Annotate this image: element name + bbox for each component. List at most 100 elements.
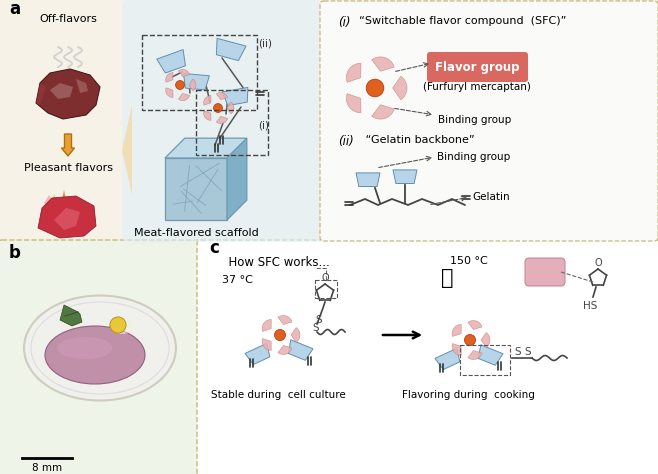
Text: 150 °C: 150 °C (450, 256, 488, 266)
Text: S: S (524, 347, 531, 357)
Wedge shape (262, 338, 271, 350)
Circle shape (110, 317, 126, 333)
Polygon shape (40, 205, 48, 217)
Circle shape (367, 79, 384, 97)
Wedge shape (291, 328, 300, 342)
Text: O: O (594, 258, 602, 268)
Text: Gelatin: Gelatin (472, 192, 510, 202)
Wedge shape (372, 57, 394, 71)
Text: Stable during  cell culture: Stable during cell culture (211, 390, 345, 400)
Text: (i): (i) (258, 120, 269, 130)
Polygon shape (435, 348, 460, 370)
FancyArrow shape (61, 134, 74, 156)
Polygon shape (60, 305, 82, 326)
Text: (ii): (ii) (258, 38, 272, 48)
Wedge shape (166, 73, 173, 82)
Polygon shape (478, 345, 503, 365)
Wedge shape (204, 111, 211, 120)
FancyBboxPatch shape (122, 0, 324, 242)
Polygon shape (71, 196, 81, 216)
Polygon shape (36, 69, 100, 119)
Text: O: O (321, 273, 329, 283)
Text: 8 mm: 8 mm (32, 463, 62, 473)
Text: Pleasant flavors: Pleasant flavors (24, 163, 113, 173)
Text: Flavoring during  cooking: Flavoring during cooking (401, 390, 534, 400)
Text: a: a (9, 0, 20, 18)
Text: 🔥: 🔥 (441, 268, 453, 288)
Text: (ii): (ii) (338, 135, 354, 148)
Wedge shape (166, 88, 173, 97)
Text: c: c (209, 239, 219, 257)
Text: S: S (313, 323, 319, 333)
Polygon shape (227, 138, 247, 220)
Polygon shape (165, 138, 247, 158)
Polygon shape (36, 83, 46, 105)
Polygon shape (49, 194, 59, 216)
Ellipse shape (57, 337, 113, 359)
Polygon shape (76, 79, 88, 93)
FancyBboxPatch shape (0, 0, 658, 243)
Wedge shape (178, 93, 190, 100)
Text: Binding group: Binding group (438, 115, 511, 125)
Ellipse shape (111, 320, 133, 334)
Text: b: b (9, 244, 21, 262)
Wedge shape (393, 76, 407, 100)
Wedge shape (204, 96, 211, 105)
FancyBboxPatch shape (427, 52, 528, 82)
Wedge shape (346, 63, 361, 82)
Polygon shape (184, 73, 209, 90)
Polygon shape (245, 343, 270, 365)
Wedge shape (346, 94, 361, 113)
Circle shape (214, 104, 222, 112)
Text: (i): (i) (338, 16, 351, 29)
Ellipse shape (24, 295, 176, 401)
Ellipse shape (45, 326, 145, 384)
Text: (Furfuryl mercaptan): (Furfuryl mercaptan) (423, 82, 531, 92)
Polygon shape (44, 195, 52, 207)
Wedge shape (216, 117, 228, 124)
Wedge shape (278, 316, 292, 325)
Wedge shape (216, 92, 228, 100)
Polygon shape (54, 208, 80, 230)
Text: “Gelatin backbone”: “Gelatin backbone” (355, 135, 474, 145)
Circle shape (465, 335, 476, 346)
Circle shape (110, 317, 126, 333)
Wedge shape (278, 346, 292, 355)
Polygon shape (50, 83, 73, 99)
Wedge shape (468, 320, 482, 329)
Wedge shape (481, 333, 490, 347)
Polygon shape (222, 87, 248, 106)
Wedge shape (227, 102, 234, 114)
Text: HS: HS (583, 301, 597, 311)
Text: Off-flavors: Off-flavors (39, 14, 97, 24)
Wedge shape (452, 344, 461, 356)
Text: S: S (515, 347, 521, 357)
Text: S: S (316, 315, 322, 325)
FancyBboxPatch shape (197, 240, 658, 474)
Text: Binding group: Binding group (437, 152, 510, 162)
Wedge shape (262, 319, 271, 331)
Wedge shape (452, 325, 461, 337)
FancyBboxPatch shape (0, 240, 201, 474)
Wedge shape (189, 79, 196, 91)
FancyBboxPatch shape (525, 258, 565, 286)
Polygon shape (59, 190, 69, 216)
Circle shape (274, 329, 286, 340)
Text: Flavor group: Flavor group (435, 61, 519, 73)
Text: How SFC works...: How SFC works... (221, 256, 330, 269)
Polygon shape (157, 50, 186, 73)
Polygon shape (393, 170, 417, 183)
Polygon shape (216, 38, 246, 61)
Circle shape (176, 81, 184, 90)
Polygon shape (356, 173, 380, 186)
Text: 37 °C: 37 °C (222, 275, 253, 285)
Polygon shape (165, 158, 227, 220)
Text: “Switchable flavor compound  (SFC)”: “Switchable flavor compound (SFC)” (352, 16, 567, 26)
Polygon shape (122, 105, 132, 195)
Wedge shape (178, 69, 190, 77)
Polygon shape (288, 340, 313, 360)
FancyBboxPatch shape (320, 1, 658, 241)
Text: Meat-flavored scaffold: Meat-flavored scaffold (134, 228, 259, 238)
Polygon shape (38, 196, 96, 238)
Wedge shape (372, 105, 394, 119)
